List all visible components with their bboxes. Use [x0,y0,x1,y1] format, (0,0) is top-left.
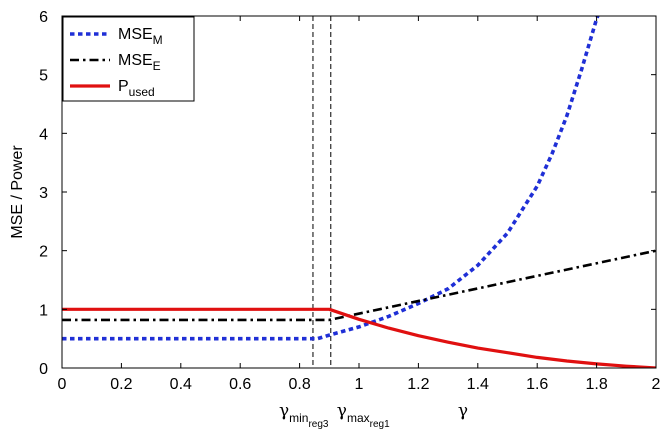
x-tick-label: 0.2 [110,376,132,393]
x-tick-label: 1.2 [407,376,429,393]
vline-label-1: γminreg3 [279,401,329,430]
y-tick-label: 5 [39,68,48,85]
x-tick-label: 2 [652,376,661,393]
y-tick-label: 4 [39,126,48,143]
y-tick-label: 3 [39,185,48,202]
x-tick-label: 0.6 [229,376,251,393]
x-axis-label: γ [458,401,468,421]
vline-label-2: γmaxreg1 [337,401,390,430]
x-tick-label: 1 [355,376,364,393]
y-tick-label: 2 [39,244,48,261]
x-tick-label: 1.6 [526,376,548,393]
x-tick-label: 1.8 [585,376,607,393]
x-tick-label: 0.4 [170,376,192,393]
y-tick-label: 6 [39,9,48,26]
x-tick-label: 0 [58,376,67,393]
x-tick-label: 1.4 [467,376,489,393]
x-tick-label: 0.8 [288,376,310,393]
y-tick-label: 0 [39,361,48,378]
y-tick-label: 1 [39,302,48,319]
y-axis-label: MSE / Power [9,145,26,239]
